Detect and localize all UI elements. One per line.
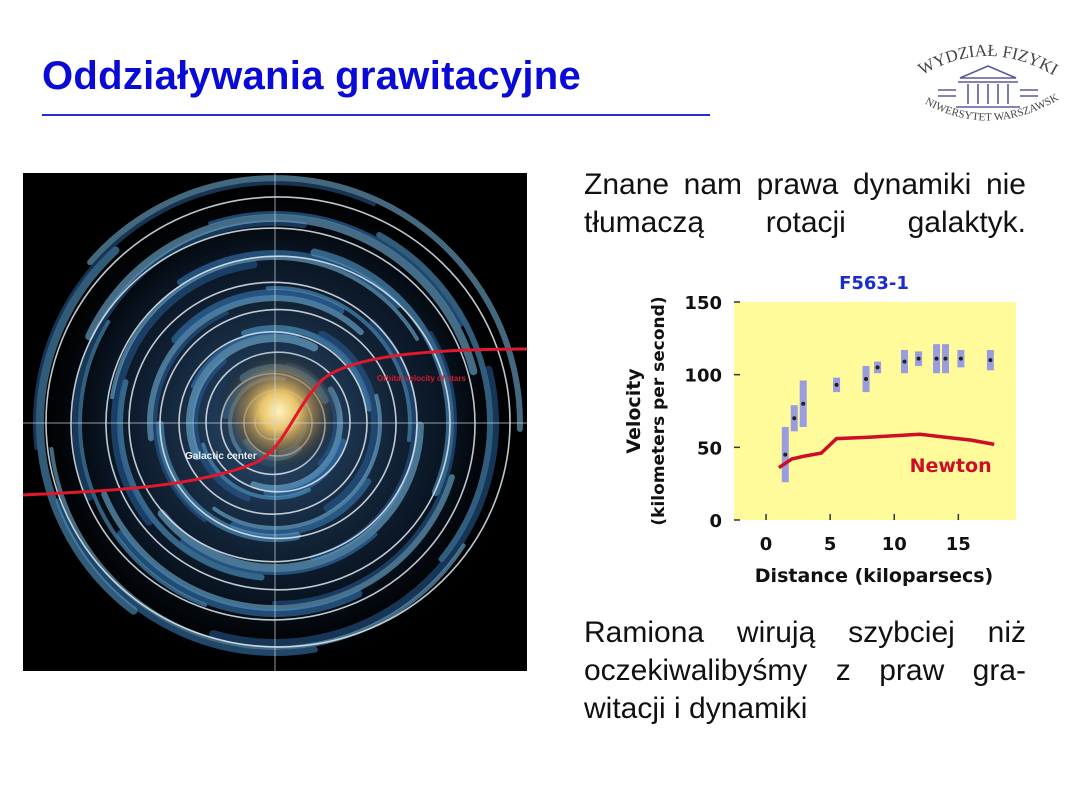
y-tick-label: 0	[709, 511, 722, 532]
data-point	[934, 356, 939, 361]
spiral-arm-segment	[87, 175, 523, 432]
conclusion-line-3: witacji i dynamiki	[584, 692, 808, 725]
spiral-arm-segment	[171, 289, 345, 344]
data-point	[801, 401, 806, 406]
spiral-arm-segment	[209, 365, 499, 647]
orbit-ring	[159, 308, 397, 540]
y-tick-label: 150	[684, 293, 722, 314]
series-line-newton	[777, 432, 995, 470]
conclusion-line-1: Ramiona wirują szybciej niż	[584, 616, 1026, 649]
spiral-arm-segment	[117, 379, 265, 581]
data-point	[943, 356, 948, 361]
spiral-arm-segment	[36, 246, 138, 615]
y-tick-label: 100	[684, 366, 722, 387]
orbital-velocity-curve	[23, 347, 527, 497]
spiral-arm-segment	[208, 211, 463, 328]
spiral-arm-segment	[263, 438, 347, 498]
conclusion-line-2: oczekiwalibyśmy z praw gra-	[584, 654, 1026, 687]
spiral-arm-segment	[265, 286, 412, 443]
orbit-ring	[70, 227, 476, 621]
spiral-arm-segment	[376, 232, 494, 563]
spiral-arm-segment	[110, 260, 258, 526]
x-tick-label: 0	[760, 534, 773, 555]
spiral-arm-segment	[32, 181, 376, 451]
logo-top-text: WYDZIAŁ FIZYKI	[915, 41, 1062, 79]
series-label-newton: Newton	[910, 455, 992, 477]
spiral-arm-segment	[157, 421, 424, 573]
data-point	[783, 452, 788, 457]
orbital-velocity-label: Orbital velocity of stars	[377, 374, 466, 383]
spiral-arm-segment	[191, 358, 251, 502]
x-tick-label: 5	[824, 534, 837, 555]
slide-title: Oddziaływania grawitacyjne	[42, 54, 582, 98]
data-point	[875, 365, 880, 370]
plot-area	[734, 302, 1016, 520]
x-axis-label: Distance (kiloparsecs)	[755, 565, 993, 587]
data-point	[902, 359, 907, 364]
galactic-center-label: Galactic center	[185, 451, 257, 462]
data-point	[792, 416, 797, 421]
y-axis-label-line1: Velocity	[623, 368, 645, 454]
title-underline	[42, 114, 710, 116]
data-point	[958, 356, 963, 361]
spiral-arm-segment	[201, 442, 311, 500]
spiral-arm-segment	[85, 213, 478, 376]
spiral-arm-segment	[78, 319, 208, 607]
data-point	[988, 358, 993, 363]
data-point	[834, 382, 839, 387]
spiral-arm-segment	[116, 530, 363, 617]
orbit-ring	[128, 281, 418, 563]
y-tick-label: 50	[697, 438, 722, 459]
faculty-logo: WYDZIAŁ FIZYKI UNIWERSYTET WARSZAWSKI	[908, 36, 1062, 124]
galaxy-rotation-image: Galactic center Orbital velocity of star…	[23, 173, 527, 671]
spiral-arm-segment	[186, 334, 319, 461]
orbit-ring	[45, 196, 511, 648]
spiral-arm-segment	[190, 331, 300, 389]
spiral-arm-segment	[153, 311, 229, 523]
spiral-arm-segment	[272, 331, 457, 606]
spiral-arm-segment	[212, 393, 382, 530]
paragraph-intro: Znane nam prawa dynamiki nie tłumaczą ro…	[584, 168, 1026, 239]
spiral-arm-segment	[55, 497, 318, 656]
spiral-arm-segment	[147, 294, 364, 442]
x-tick-label: 15	[946, 534, 971, 555]
data-point	[864, 377, 869, 382]
spiral-arm-segment	[101, 474, 455, 612]
spiral-arm-segment	[317, 330, 379, 513]
spiral-arm-segment	[180, 532, 378, 576]
university-building-icon	[938, 65, 1038, 108]
spiral-arm-segment	[241, 325, 372, 412]
spiral-arm-segment	[49, 447, 466, 650]
data-point	[916, 356, 921, 361]
spiral-arm-segment	[110, 255, 419, 400]
y-axis-label-line2: (kilometers per second)	[649, 296, 669, 525]
chart-title: F563-1	[839, 273, 909, 294]
x-tick-label: 10	[882, 534, 907, 555]
rotation-curve-chart: F563-1 0 50 100 150 0 5 10 15 Newton Distance …	[623, 273, 1016, 587]
spiral-arm-segment	[230, 478, 372, 536]
paragraph-conclusion: Ramiona wirują szybciej niż oczekiwaliby…	[584, 614, 1026, 728]
